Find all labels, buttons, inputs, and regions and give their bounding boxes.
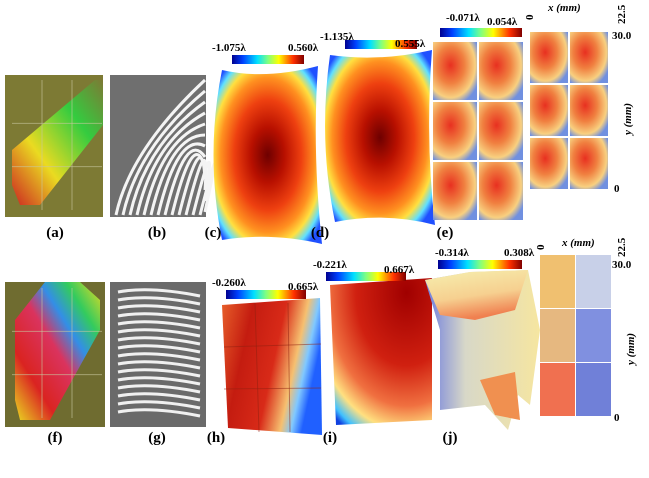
surface-tile (433, 162, 477, 220)
colorbar-max: 0.667λ (384, 264, 415, 276)
fringe (117, 336, 201, 346)
x-tick-label: 22.5 (616, 237, 628, 257)
colorbar-min: -0.071λ (446, 12, 480, 24)
panel-label: (i) (323, 430, 337, 446)
x-tick-label: 0 (524, 14, 536, 20)
surface-tile (576, 309, 611, 362)
fringe (117, 312, 201, 322)
y-tick-label: 30.0 (612, 30, 632, 42)
surface-tile (576, 363, 611, 416)
surface-tile (540, 363, 575, 416)
x-axis-label: x (mm) (547, 2, 581, 14)
fringe (121, 89, 206, 216)
panel-label: (a) (46, 225, 64, 241)
fringe (117, 392, 201, 402)
fringe (135, 111, 206, 216)
colorbar (438, 260, 522, 269)
tile-seam (223, 343, 322, 348)
surface-tile (570, 32, 608, 83)
colorbar-min: -0.260λ (212, 277, 246, 289)
fringe (156, 142, 206, 216)
x-axis-label: x (mm) (561, 237, 595, 249)
colorbar-max: 0.560λ (288, 42, 319, 54)
y-tick-label: 0 (614, 183, 620, 195)
colorbar-max: 0.308λ (504, 247, 535, 259)
surface-map (330, 278, 432, 425)
panel-images (5, 32, 611, 435)
surface-map (325, 50, 435, 225)
colorbar (345, 40, 417, 49)
fringe (117, 384, 201, 394)
panel-label: (j) (443, 430, 458, 446)
panel-label: (b) (148, 225, 166, 241)
panel-label: (d) (311, 225, 329, 241)
fringe (142, 122, 206, 216)
fringe (117, 368, 201, 378)
fringe (117, 304, 201, 314)
panel-label: (e) (437, 225, 454, 241)
fringe (117, 320, 201, 330)
fringe (117, 344, 201, 354)
fringe (117, 376, 201, 386)
colorbar-max: 0.555λ (395, 38, 426, 50)
panel-label: (c) (205, 225, 222, 241)
colorbar (232, 55, 304, 64)
panel-label: (f) (48, 430, 63, 446)
fringe (117, 296, 201, 306)
colorbar (226, 290, 306, 299)
fringe (128, 100, 206, 216)
surface-tile (530, 32, 568, 83)
surface-tile (433, 42, 477, 100)
fringe (117, 360, 201, 370)
fringe-band (15, 282, 100, 420)
fringe (117, 328, 201, 338)
fringe (177, 156, 207, 216)
surface-map (222, 298, 322, 435)
x-tick-label: 0 (535, 244, 547, 250)
fringe (114, 78, 207, 216)
colorbar-min: -1.135λ (320, 31, 354, 43)
surface-tile (540, 309, 575, 362)
tile-seam (254, 302, 260, 433)
colorbar-min: -0.221λ (313, 259, 347, 271)
surface-tile (570, 138, 608, 189)
fringe (117, 408, 201, 418)
tile-seam (287, 302, 291, 433)
panel-label: (g) (148, 430, 166, 446)
surface-tile (530, 138, 568, 189)
surface-3d (480, 372, 520, 420)
colorbar-max: 0.054λ (487, 16, 518, 28)
y-axis-label: y (mm) (622, 103, 634, 137)
colorbar-min: -0.314λ (435, 247, 469, 259)
colorbar (440, 28, 522, 37)
fringe (117, 288, 201, 298)
surface-tile (570, 85, 608, 136)
y-tick-label: 30.0 (612, 259, 632, 271)
surface-tile (479, 42, 523, 100)
surface-tile (433, 102, 477, 160)
colorbar-max: 0.665λ (288, 281, 319, 293)
y-tick-label: 0 (614, 412, 620, 424)
tile-seam (223, 387, 322, 390)
surface-tile (576, 255, 611, 308)
colorbar-min: -1.075λ (212, 42, 246, 54)
fringe (117, 352, 201, 362)
surface-tile (479, 102, 523, 160)
surface-tile (530, 85, 568, 136)
panel-label: (h) (207, 430, 225, 446)
surface-3d (425, 270, 528, 320)
fringe (184, 158, 208, 216)
surface-map (213, 66, 322, 244)
y-axis-label: y (mm) (625, 333, 637, 367)
colorbar (326, 272, 406, 281)
fringe (117, 400, 201, 410)
x-tick-label: 22.5 (616, 4, 628, 24)
fringe-band (12, 80, 103, 205)
surface-tile (540, 255, 575, 308)
surface-tile (479, 162, 523, 220)
fringe (149, 133, 206, 216)
fringe (163, 148, 207, 216)
